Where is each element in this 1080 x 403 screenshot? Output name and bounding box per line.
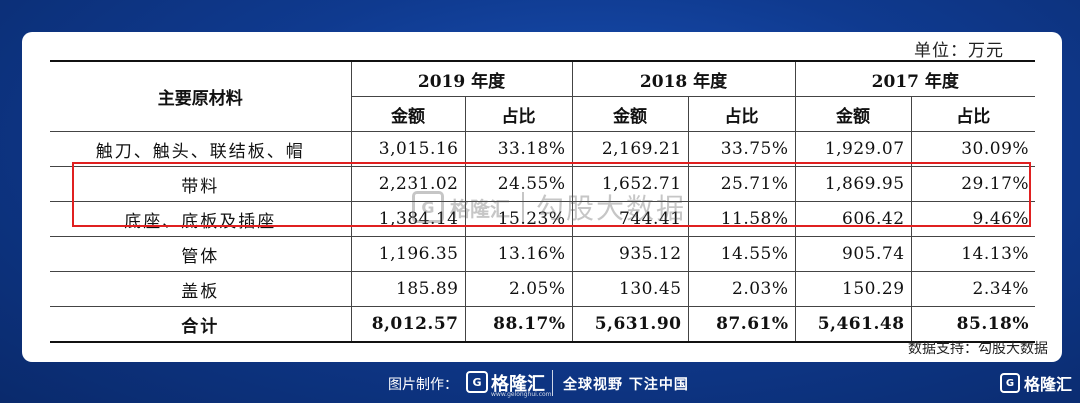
ratio-header: 占比 [464, 96, 573, 132]
ratio-cell: 30.09% [910, 131, 1036, 167]
brand-site: www.gelonghui.com [491, 391, 552, 398]
amount-header: 金额 [571, 96, 689, 132]
table-row: 盖板 185.89 2.05% 130.45 2.03% 150.29 2.34… [50, 271, 1036, 307]
year-header: 2018 年度 [571, 61, 796, 97]
table-row: 管体 1,196.35 13.16% 935.12 14.55% 905.74 … [50, 236, 1036, 272]
ratio-cell: 14.55% [687, 236, 796, 272]
data-source: 数据支持：勾股大数据 [908, 341, 1048, 357]
material-name: 盖板 [50, 271, 352, 307]
made-by-label: 图片制作： [388, 377, 458, 393]
footer-divider [552, 370, 553, 396]
amount-cell: 905.74 [794, 236, 912, 272]
amount-cell: 1,652.71 [571, 166, 689, 202]
corner-logo-icon: G [999, 373, 1020, 393]
amount-cell: 744.41 [571, 201, 689, 237]
ratio-header: 占比 [687, 96, 796, 132]
amount-cell: 1,869.95 [794, 166, 912, 202]
table-card: 单位：万元 主要原材料 2019 年度 2018 年度 2017 年度 金额 占… [22, 32, 1062, 362]
amount-cell: 150.29 [794, 271, 912, 307]
amount-header: 金额 [351, 96, 466, 132]
unit-label: 单位：万元 [914, 41, 1004, 61]
amount-cell: 5,461.48 [794, 306, 912, 342]
ratio-cell: 24.55% [464, 166, 573, 202]
table-row: 触刀、触头、联结板、帽 3,015.16 33.18% 2,169.21 33.… [50, 131, 1036, 167]
corner-brand: G 格隆汇 [999, 371, 1072, 395]
ratio-cell: 14.13% [910, 236, 1036, 272]
ratio-cell: 2.34% [910, 271, 1036, 307]
amount-cell: 935.12 [571, 236, 689, 272]
corner-brand-name: 格隆汇 [1023, 375, 1072, 394]
ratio-cell: 2.05% [464, 271, 573, 307]
ratio-cell: 33.75% [687, 131, 796, 167]
material-name: 底座、底板及插座 [50, 201, 352, 237]
amount-header: 金额 [794, 96, 912, 132]
ratio-cell: 15.23% [464, 201, 573, 237]
amount-cell: 3,015.16 [350, 131, 466, 167]
header-row-years: 主要原材料 2019 年度 2018 年度 2017 年度 [50, 61, 1036, 132]
amount-cell: 8,012.57 [350, 306, 466, 342]
ratio-cell: 33.18% [464, 131, 573, 167]
year-header: 2017 年度 [794, 61, 1036, 97]
material-name: 管体 [50, 236, 352, 272]
amount-cell: 1,196.35 [350, 236, 466, 272]
amount-cell: 2,231.02 [350, 166, 466, 202]
amount-cell: 1,929.07 [794, 131, 912, 167]
ratio-cell: 2.03% [687, 271, 796, 307]
corner-header: 主要原材料 [50, 61, 352, 132]
brand-logo-icon: G [466, 371, 488, 393]
total-row: 合计 8,012.57 88.17% 5,631.90 87.61% 5,461… [50, 306, 1036, 342]
material-name: 带料 [50, 166, 352, 202]
ratio-cell: 88.17% [464, 306, 573, 342]
year-header: 2019 年度 [350, 61, 573, 97]
brand-name: 格隆汇 [491, 374, 545, 395]
amount-cell: 1,384.14 [350, 201, 466, 237]
amount-cell: 2,169.21 [571, 131, 689, 167]
raw-materials-table: 主要原材料 2019 年度 2018 年度 2017 年度 金额 占比 金额 占… [50, 60, 1036, 343]
table-row: 带料 2,231.02 24.55% 1,652.71 25.71% 1,869… [50, 166, 1036, 202]
amount-cell: 5,631.90 [571, 306, 689, 342]
amount-cell: 185.89 [350, 271, 466, 307]
ratio-cell: 85.18% [910, 306, 1036, 342]
ratio-cell: 9.46% [910, 201, 1036, 237]
ratio-cell: 25.71% [687, 166, 796, 202]
ratio-header: 占比 [910, 96, 1036, 132]
material-name: 触刀、触头、联结板、帽 [50, 131, 352, 167]
total-label: 合计 [50, 306, 352, 342]
ratio-cell: 87.61% [687, 306, 796, 342]
amount-cell: 130.45 [571, 271, 689, 307]
ratio-cell: 29.17% [910, 166, 1036, 202]
footer: 图片制作： G 格隆汇 www.gelonghui.com 全球视野 下注中国 [0, 366, 1080, 403]
ratio-cell: 11.58% [687, 201, 796, 237]
slogan: 全球视野 下注中国 [563, 377, 689, 393]
amount-cell: 606.42 [794, 201, 912, 237]
ratio-cell: 13.16% [464, 236, 573, 272]
table-row: 底座、底板及插座 1,384.14 15.23% 744.41 11.58% 6… [50, 201, 1036, 237]
